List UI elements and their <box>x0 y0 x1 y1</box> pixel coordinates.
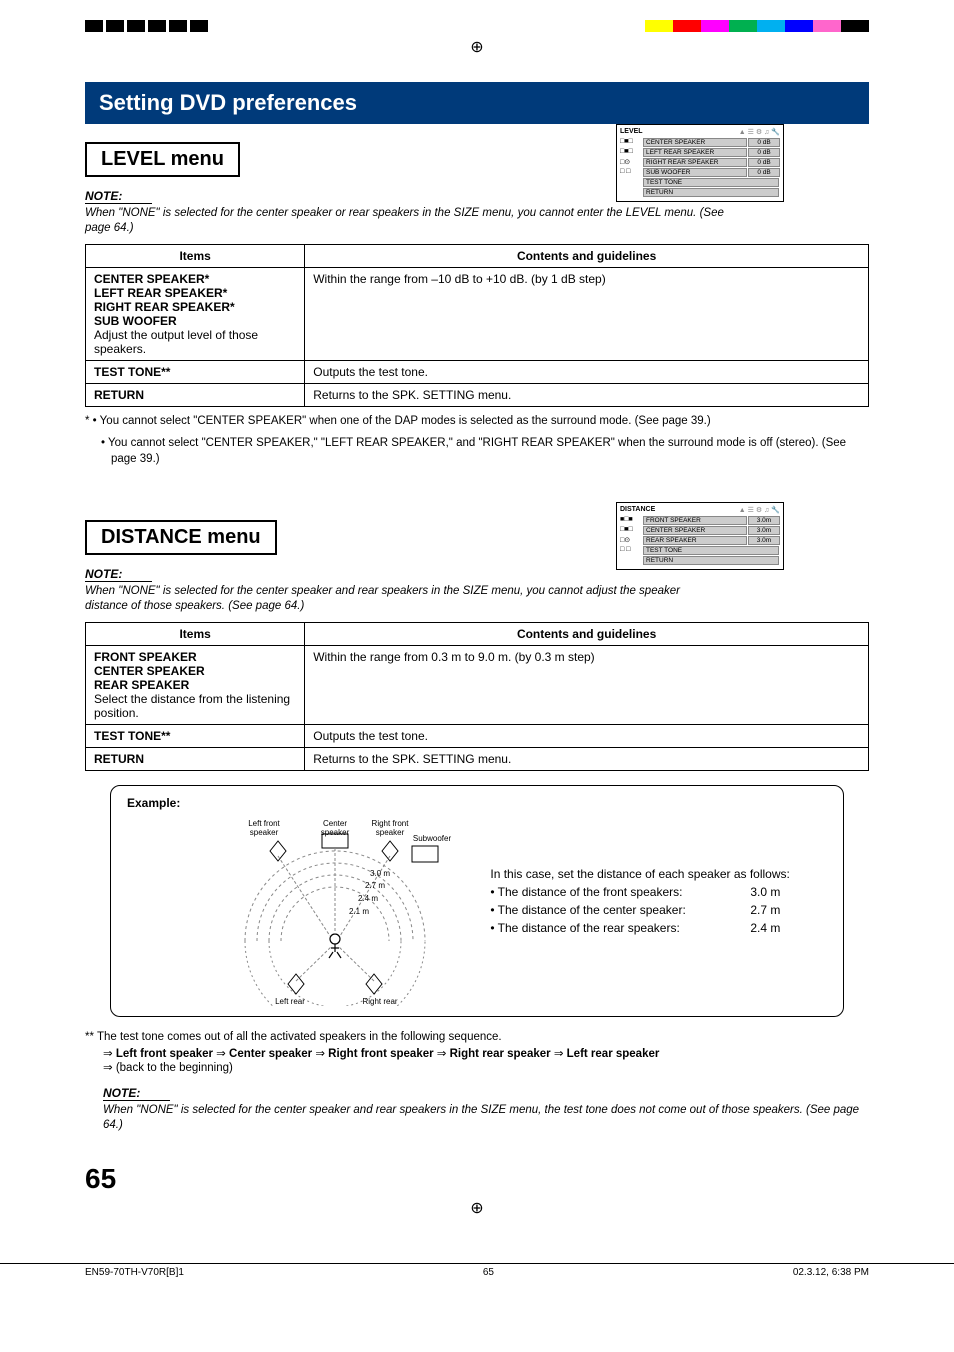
svg-text:Right rearspeaker: Right rearspeaker <box>363 997 398 1006</box>
note-label: NOTE: <box>85 189 152 204</box>
note-text: When "NONE" is selected for the center s… <box>85 584 725 614</box>
menubox-row: □■□LEFT REAR SPEAKER0 dB <box>620 148 780 157</box>
example-distance-row: • The distance of the center speaker:2.7… <box>490 901 800 919</box>
example-intro: In this case, set the distance of each s… <box>490 865 800 883</box>
page-number: 65 <box>85 1163 869 1195</box>
menubox-row: □ □TEST TONE <box>620 546 780 555</box>
table-row: TEST TONE**Outputs the test tone. <box>86 360 869 383</box>
level-menubox: ▲ ☰ ⚙ ♫ 🔧 LEVEL □■□CENTER SPEAKER0 dB□■□… <box>616 124 784 202</box>
note-text: When "NONE" is selected for the center s… <box>103 1103 869 1133</box>
menubox-row: ■□■FRONT SPEAKER3.0m <box>620 516 780 525</box>
svg-text:Right frontspeaker: Right frontspeaker <box>372 819 410 837</box>
footer-right: 02.3.12, 6:38 PM <box>793 1267 869 1278</box>
level-table: Items Contents and guidelines CENTER SPE… <box>85 244 869 407</box>
svg-text:Subwoofer: Subwoofer <box>413 834 452 843</box>
th-contents: Contents and guidelines <box>305 623 869 646</box>
svg-text:Left rearspeaker: Left rearspeaker <box>275 997 305 1006</box>
distance-table: Items Contents and guidelines FRONT SPEA… <box>85 622 869 771</box>
svg-text:3.0 m: 3.0 m <box>370 869 390 878</box>
example-diagram: Left frontspeaker Centerspeaker Right fr… <box>210 796 460 1006</box>
footer-left: EN59-70TH-V70R[B]1 <box>85 1267 184 1278</box>
level-footnote-1: * • You cannot select "CENTER SPEAKER" w… <box>85 413 869 429</box>
th-items: Items <box>86 623 305 646</box>
menubox-icons: ▲ ☰ ⚙ ♫ 🔧 <box>739 506 780 514</box>
table-row: FRONT SPEAKERCENTER SPEAKERREAR SPEAKERS… <box>86 646 869 725</box>
menubox-row: TEST TONE <box>620 178 780 187</box>
th-contents: Contents and guidelines <box>305 244 869 267</box>
note-label: NOTE: <box>85 567 152 582</box>
menubox-title: DISTANCE <box>620 506 655 513</box>
menubox-row: □⊙RIGHT REAR SPEAKER0 dB <box>620 158 780 167</box>
testtone-seq-end: ⇒ (back to the beginning) <box>103 1060 869 1074</box>
distance-menu-title: DISTANCE menu <box>85 520 277 555</box>
crosshair-top: ⊕ <box>0 37 954 57</box>
menubox-row: □■□CENTER SPEAKER0 dB <box>620 138 780 147</box>
footer: EN59-70TH-V70R[B]1 65 02.3.12, 6:38 PM <box>0 1263 954 1303</box>
table-row: RETURNReturns to the SPK. SETTING menu. <box>86 748 869 771</box>
left-marks <box>85 20 208 32</box>
svg-text:2.4 m: 2.4 m <box>358 894 378 903</box>
note-text: When "NONE" is selected for the center s… <box>85 206 725 236</box>
example-distance-row: • The distance of the rear speakers:2.4 … <box>490 919 800 937</box>
menubox-row: □ □SUB WOOFER0 dB <box>620 168 780 177</box>
menubox-row: □⊙REAR SPEAKER3.0m <box>620 536 780 545</box>
level-menu-title: LEVEL menu <box>85 142 240 177</box>
menubox-icons: ▲ ☰ ⚙ ♫ 🔧 <box>739 128 780 136</box>
footer-mid: 65 <box>483 1267 494 1278</box>
menubox-row: RETURN <box>620 188 780 197</box>
testtone-intro: ** The test tone comes out of all the ac… <box>85 1031 869 1043</box>
svg-text:Centerspeaker: Centerspeaker <box>321 819 350 837</box>
testtone-seq: ⇒ Left front speaker ⇒ Center speaker ⇒ … <box>103 1046 869 1060</box>
distance-menubox: ▲ ☰ ⚙ ♫ 🔧 DISTANCE ■□■FRONT SPEAKER3.0m□… <box>616 502 784 570</box>
table-row: TEST TONE**Outputs the test tone. <box>86 725 869 748</box>
th-items: Items <box>86 244 305 267</box>
crosshair-bottom: ⊕ <box>0 1198 954 1218</box>
example-text: In this case, set the distance of each s… <box>490 865 800 937</box>
print-registration-bar <box>0 20 954 32</box>
note-label: NOTE: <box>103 1086 170 1101</box>
table-row: CENTER SPEAKER*LEFT REAR SPEAKER*RIGHT R… <box>86 267 869 360</box>
menubox-row: RETURN <box>620 556 780 565</box>
section-title: Setting DVD preferences <box>85 82 869 124</box>
menubox-row: □■□CENTER SPEAKER3.0m <box>620 526 780 535</box>
table-row: RETURNReturns to the SPK. SETTING menu. <box>86 383 869 406</box>
right-marks <box>645 20 869 32</box>
level-footnote-2: • You cannot select "CENTER SPEAKER," "L… <box>85 435 869 467</box>
example-label: Example: <box>127 796 180 810</box>
example-distance-row: • The distance of the front speakers:3.0… <box>490 883 800 901</box>
svg-text:2.1 m: 2.1 m <box>349 907 369 916</box>
svg-text:2.7 m: 2.7 m <box>365 881 385 890</box>
menubox-title: LEVEL <box>620 128 643 135</box>
svg-text:Left frontspeaker: Left frontspeaker <box>249 819 281 837</box>
example-box: Example: <box>110 785 844 1017</box>
